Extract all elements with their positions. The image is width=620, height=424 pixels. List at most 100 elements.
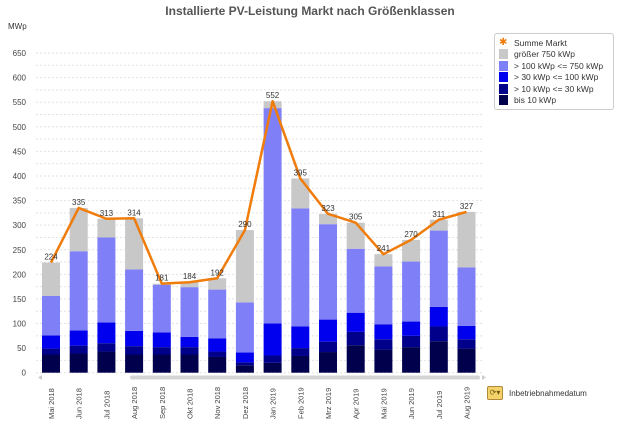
x-tick-label: Aug 2018 [130, 387, 139, 419]
bar-segment [180, 347, 199, 355]
bar-segment [263, 108, 282, 324]
legend-label: größer 750 kWp [514, 49, 575, 60]
legend-label: bis 10 kWp [514, 95, 557, 106]
x-tick-label: Mrz 2019 [324, 388, 333, 419]
x-tick-label: Okt 2018 [186, 389, 195, 419]
data-label: 335 [72, 198, 86, 207]
data-label: 241 [377, 244, 391, 253]
dimension-selector[interactable]: ⟳▾ Inbetriebnahmedatum [487, 386, 587, 400]
x-tick-label: Jul 2018 [102, 391, 111, 419]
bar-segment [180, 336, 199, 348]
bar-segment [208, 278, 227, 290]
bar-segment [402, 321, 421, 336]
legend-swatch [499, 95, 508, 106]
data-label: 305 [349, 213, 363, 222]
legend-line-icon: ✱ [499, 36, 508, 48]
legend: ✱ Summe Markt größer 750 kWp > 100 kWp <= 7… [494, 33, 614, 110]
x-axis-label: Inbetriebnahmedatum [509, 388, 587, 398]
data-label: 311 [432, 210, 445, 219]
bar-segment [97, 218, 116, 238]
bar-segment [319, 224, 337, 320]
y-tick-label: 0 [22, 369, 27, 378]
bar-segment [125, 269, 144, 331]
bar-segment [291, 348, 310, 356]
bar-segment [42, 262, 60, 296]
bar-segment [263, 362, 282, 373]
y-tick-label: 500 [13, 123, 27, 132]
data-label: 290 [238, 220, 252, 229]
bar-segment [402, 261, 421, 322]
bar-segment [346, 248, 365, 313]
data-label: 314 [127, 208, 141, 217]
scrollbar[interactable] [130, 375, 480, 380]
bar-segment [291, 178, 310, 209]
bar-segment [374, 266, 393, 325]
y-tick-label: 450 [13, 147, 27, 156]
data-label: 327 [460, 202, 474, 211]
bar-segment [402, 347, 421, 373]
bar-segment [235, 362, 254, 366]
bar-segment [402, 239, 421, 262]
bar-segment [69, 353, 88, 373]
bar-segment [235, 230, 254, 303]
bar-segment [42, 295, 60, 336]
bar-segment [152, 354, 171, 373]
y-tick-label: 250 [13, 246, 27, 255]
bar-segment [291, 355, 310, 373]
legend-item[interactable]: größer 750 kWp [499, 49, 609, 61]
bar-segment [429, 219, 448, 231]
y-tick-label: 200 [13, 270, 27, 279]
bar-segment [97, 322, 116, 344]
x-tick-label: Mai 2019 [379, 388, 388, 419]
bar-segment [319, 319, 337, 342]
bar-segment [374, 324, 393, 340]
y-tick-label: 650 [13, 49, 27, 58]
dimension-icon[interactable]: ⟳▾ [487, 386, 503, 400]
y-tick-label: 550 [13, 98, 27, 107]
scroll-left-arrow[interactable] [38, 375, 42, 380]
x-tick-label: Jul 2019 [435, 391, 444, 419]
bar-segment [402, 335, 421, 348]
scroll-right-arrow[interactable] [482, 375, 486, 380]
bar-segment [235, 352, 254, 363]
legend-swatch [499, 60, 508, 71]
bar-segment [42, 354, 60, 373]
data-label: 552 [266, 91, 280, 100]
bar-segment [291, 208, 310, 327]
x-tick-label: Apr 2019 [352, 389, 361, 419]
data-label: 184 [183, 272, 197, 281]
bar-segment [69, 207, 88, 252]
legend-label: > 30 kWp <= 100 kWp [514, 72, 599, 83]
bar-segment [208, 289, 227, 339]
legend-item[interactable]: bis 10 kWp [499, 95, 609, 107]
y-tick-label: 300 [13, 221, 27, 230]
bar-segment [125, 354, 144, 373]
legend-item[interactable]: > 100 kWp <= 750 kWp [499, 60, 609, 72]
bar-segment [429, 341, 448, 373]
legend-item[interactable]: ✱ Summe Markt [499, 37, 609, 49]
bar-segment [263, 355, 282, 363]
bar-segment [457, 348, 476, 373]
x-tick-label: Jan 2019 [269, 388, 278, 419]
sum-line [49, 99, 467, 285]
bar-segment [180, 354, 199, 373]
legend-item[interactable]: > 30 kWp <= 100 kWp [499, 72, 609, 84]
bar-segment [457, 211, 476, 268]
bar-segment [346, 331, 365, 346]
data-label: 395 [294, 168, 308, 177]
legend-label: > 100 kWp <= 750 kWp [514, 60, 604, 71]
bar-segment [429, 306, 448, 327]
x-tick-label: Jun 2019 [407, 388, 416, 419]
legend-item[interactable]: > 10 kWp <= 30 kWp [499, 83, 609, 95]
bar-segment [429, 326, 448, 342]
bar-segment [457, 267, 476, 326]
bar-segment [42, 348, 60, 355]
legend-swatch [499, 83, 508, 94]
bar-segment [457, 339, 476, 349]
y-tick-label: 350 [13, 197, 27, 206]
bar-segment [42, 335, 60, 349]
data-label: 323 [321, 204, 335, 213]
bar-segment [152, 332, 171, 348]
